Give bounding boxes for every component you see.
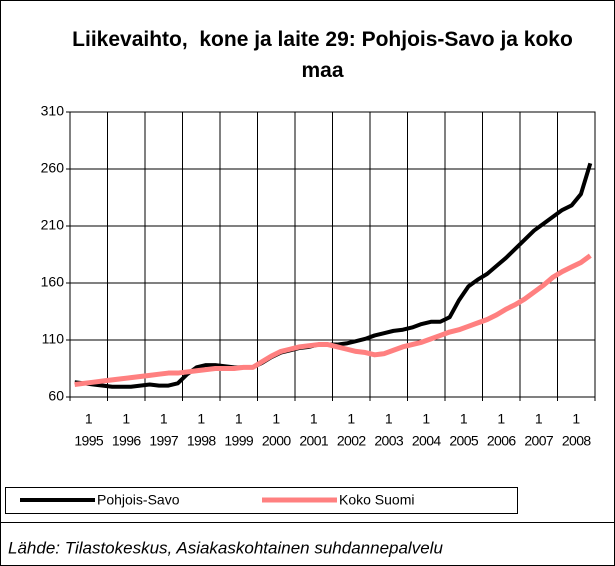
source: Lähde: Tilastokeskus, Asiakaskohtainen s… [8,538,443,557]
x-tick-label: 1 [272,411,280,427]
x-tick-label: 1 [235,411,243,427]
x-tick-label: 1 [422,411,430,427]
year-label: 2006 [487,433,517,449]
legend-label: Koko Suomi [339,492,414,508]
year-label: 2003 [374,433,404,449]
x-tick-label: 1 [460,411,468,427]
y-tick-label: 260 [41,160,65,176]
x-tick-label: 1 [497,411,505,427]
year-label: 1999 [224,433,254,449]
legend-label: Pohjois-Savo [97,492,180,508]
y-tick-label: 310 [41,103,65,119]
y-tick-label: 60 [48,388,64,404]
x-tick-label: 1 [347,411,355,427]
year-label: 2005 [449,433,479,449]
year-label: 2001 [299,433,329,449]
y-tick-label: 210 [41,217,65,233]
year-label: 2008 [562,433,592,449]
x-tick-label: 1 [160,411,168,427]
year-label: 1998 [187,433,217,449]
year-label: 2002 [337,433,367,449]
series-line [74,253,592,387]
x-tick-label: 1 [197,411,205,427]
x-tick-label: 1 [122,411,130,427]
year-label: 2004 [412,433,442,449]
x-tick-label: 1 [85,411,93,427]
y-tick-label: 160 [41,274,65,290]
year-label: 1995 [74,433,104,449]
y-tick-label: 110 [42,331,65,347]
year-label: 2007 [524,433,554,449]
year-label: 1997 [149,433,179,449]
year-label: 2000 [262,433,292,449]
chart-title: Liikevaihto, kone ja laite 29: Pohjois-S… [72,28,573,82]
x-tick-label: 1 [535,411,543,427]
year-label: 1996 [112,433,142,449]
x-tick-label: 1 [385,411,393,427]
x-tick-label: 1 [572,411,580,427]
x-tick-label: 1 [310,411,318,427]
